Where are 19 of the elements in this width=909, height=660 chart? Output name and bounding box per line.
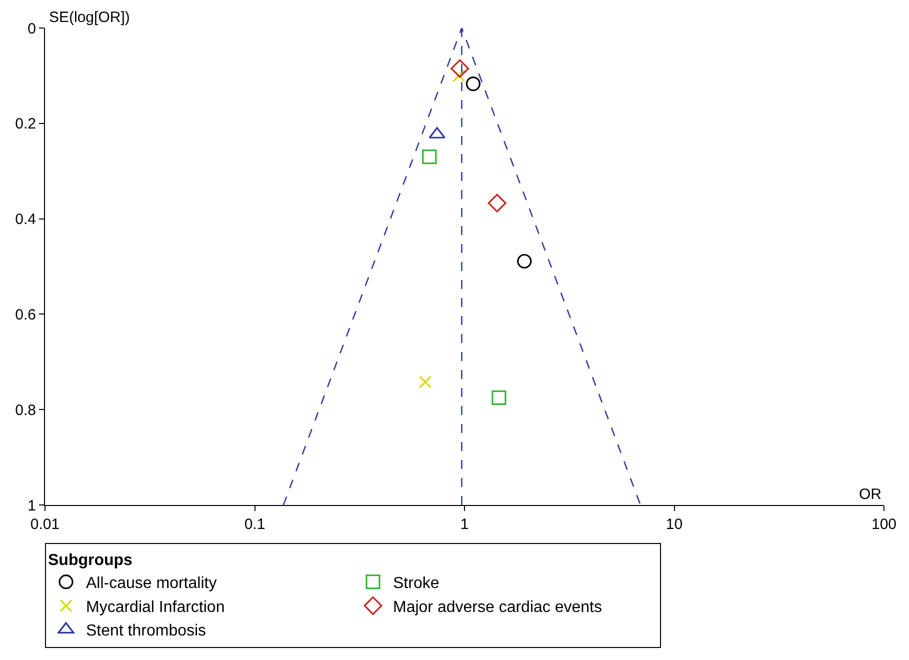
- x-tick-label: 100: [871, 516, 897, 533]
- legend-title: Subgroups: [48, 552, 133, 569]
- y-tick-label: 0: [28, 20, 36, 38]
- x-tick-label: 0.1: [244, 516, 266, 533]
- y-tick-label: 0.4: [15, 211, 36, 228]
- legend-label: All-cause mortality: [86, 575, 217, 592]
- x-tick-label: 1: [460, 516, 469, 533]
- y-axis-title: SE(log[OR]): [49, 9, 130, 26]
- x-tick-label: 10: [666, 516, 683, 533]
- x-tick-label: 0.01: [30, 516, 60, 533]
- legend-label: Major adverse cardiac events: [393, 598, 602, 616]
- legend-label: Stroke: [393, 575, 440, 592]
- legend-label: Stent thrombosis: [86, 622, 206, 640]
- y-tick-label: 0.8: [15, 402, 36, 419]
- x-axis-title: OR: [859, 486, 882, 503]
- y-tick-label: 1: [28, 497, 36, 514]
- legend-label: Mycardial Infarction: [86, 598, 225, 616]
- y-tick-label: 0.2: [15, 116, 36, 133]
- y-tick-label: 0.6: [15, 306, 36, 324]
